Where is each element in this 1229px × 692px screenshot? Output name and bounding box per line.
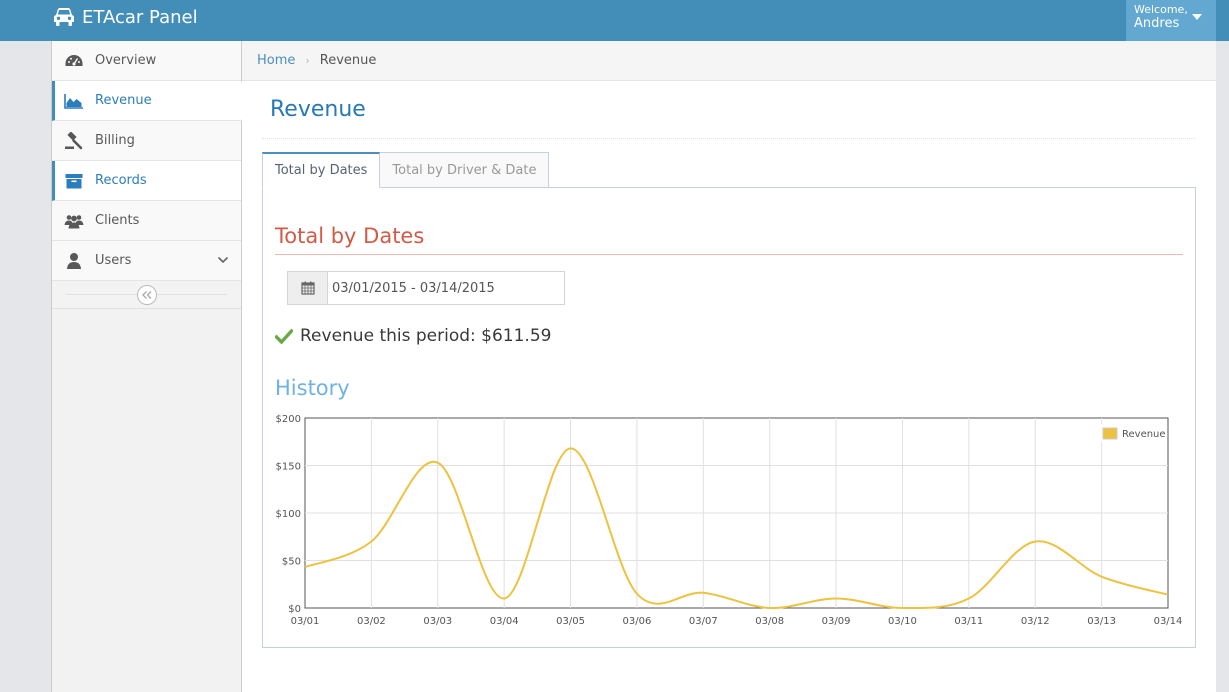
sidebar-collapse-button[interactable]: [137, 285, 157, 305]
x-tick-label: 03/02: [357, 616, 386, 627]
x-tick-label: 03/09: [822, 616, 851, 627]
tab-total-by-driver-date[interactable]: Total by Driver & Date: [379, 152, 550, 188]
double-chevron-left-icon: [142, 291, 152, 299]
area-chart-icon: [64, 92, 84, 110]
calendar-icon[interactable]: [288, 272, 328, 304]
x-tick-label: 03/06: [623, 616, 652, 627]
tab-total-by-dates[interactable]: Total by Dates: [262, 152, 381, 188]
sidebar-item-label: Billing: [95, 133, 135, 148]
revenue-series-line: [304, 447, 1169, 610]
x-tick-label: 03/01: [291, 616, 320, 627]
y-tick-label: $200: [276, 414, 301, 425]
chevron-down-icon: [217, 256, 229, 264]
sidebar-item-billing[interactable]: Billing: [52, 121, 241, 161]
page-gutter: [1216, 41, 1229, 692]
sidebar-item-label: Overview: [95, 53, 157, 68]
sidebar-item-label: Records: [95, 173, 147, 188]
history-title: History: [275, 376, 350, 400]
gavel-icon: [64, 131, 84, 150]
chart-legend: Revenue: [1099, 424, 1166, 442]
chevron-right-icon: ›: [305, 54, 310, 67]
tab-bar: Total by Dates Total by Driver & Date: [262, 152, 550, 188]
title-divider: [262, 138, 1196, 139]
sidebar-item-clients[interactable]: Clients: [52, 201, 241, 241]
x-tick-label: 03/08: [755, 616, 784, 627]
section-divider: [275, 254, 1183, 255]
welcome-text: Welcome,: [1134, 3, 1188, 16]
sidebar-item-users[interactable]: Users: [52, 241, 241, 281]
legend-label: Revenue: [1122, 429, 1166, 440]
top-navbar: ETAcar Panel Welcome, Andres: [0, 0, 1229, 41]
sidebar-item-label: Revenue: [95, 93, 152, 108]
x-tick-label: 03/05: [556, 616, 585, 627]
user-menu[interactable]: Welcome, Andres: [1126, 0, 1216, 41]
y-tick-label: $50: [282, 557, 301, 568]
user-name: Andres: [1134, 16, 1180, 31]
y-tick-label: $100: [276, 509, 301, 520]
x-tick-label: 03/14: [1154, 616, 1183, 627]
x-tick-label: 03/10: [888, 616, 917, 627]
revenue-history-chart: 03/01 03/02 03/03 03/04 03/05 03/06 03/07 03/08…: [263, 410, 1195, 628]
y-tick-label: $0: [288, 604, 301, 615]
page-title: Revenue: [270, 97, 366, 122]
revenue-summary: Revenue this period: $611.59: [275, 326, 551, 346]
legend-swatch: [1102, 427, 1118, 440]
app-title: ETAcar Panel: [82, 6, 198, 28]
check-icon: [275, 328, 293, 344]
sidebar-item-overview[interactable]: Overview: [52, 41, 241, 81]
sidebar-item-revenue[interactable]: Revenue: [52, 80, 252, 122]
section-title: Total by Dates: [275, 224, 425, 248]
date-range-picker[interactable]: [287, 271, 565, 305]
chart-svg: 03/01 03/02 03/03 03/04 03/05 03/06 03/07 03/08…: [276, 414, 1183, 627]
y-tick-label: $150: [276, 462, 301, 473]
x-tick-label: 03/13: [1087, 616, 1116, 627]
revenue-period-text: Revenue this period: $611.59: [300, 326, 552, 346]
breadcrumb-home-link[interactable]: Home: [257, 53, 296, 68]
sidebar-item-label: Clients: [95, 213, 140, 228]
car-icon: [54, 8, 74, 26]
users-icon: [64, 212, 84, 230]
date-range-input[interactable]: [328, 272, 564, 304]
x-tick-label: 03/11: [954, 616, 983, 627]
breadcrumb: Home › Revenue: [242, 41, 1216, 81]
user-icon: [64, 252, 84, 270]
sidebar-collapse-row: [52, 281, 241, 309]
main-content: Home › Revenue Revenue Total by Dates To…: [242, 41, 1216, 692]
x-tick-label: 03/07: [689, 616, 718, 627]
breadcrumb-current: Revenue: [319, 53, 377, 68]
tab-pane: Total by Dates Revenue this period: $611…: [262, 187, 1196, 648]
x-tick-label: 03/12: [1021, 616, 1050, 627]
caret-down-icon: [1192, 14, 1202, 20]
x-tick-label: 03/04: [490, 616, 519, 627]
tachometer-icon: [64, 52, 84, 70]
brand[interactable]: ETAcar Panel: [52, 6, 198, 28]
x-tick-label: 03/03: [423, 616, 452, 627]
sidebar-item-records[interactable]: Records: [52, 161, 241, 201]
sidebar: Overview Revenue Billing Records Clients…: [51, 41, 252, 692]
archive-icon: [64, 172, 84, 190]
sidebar-item-label: Users: [95, 253, 132, 268]
